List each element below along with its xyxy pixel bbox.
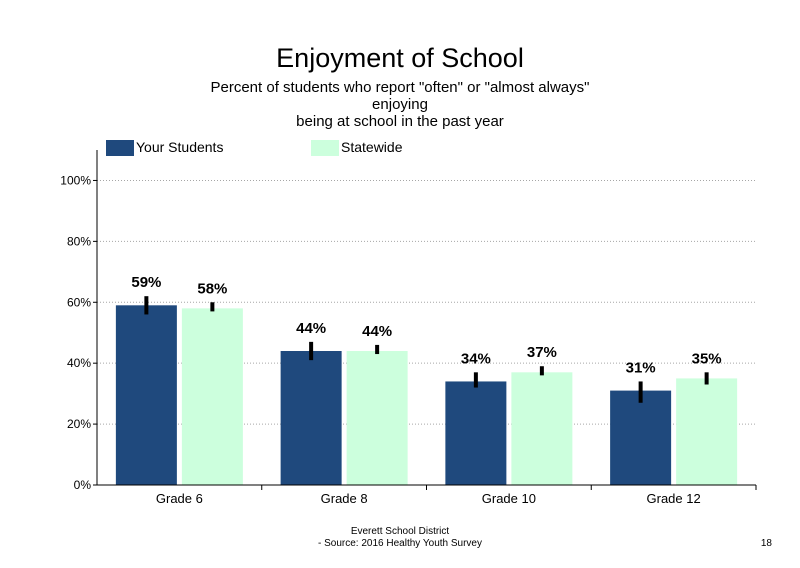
bar bbox=[181, 308, 243, 485]
legend-label-your-students: Your Students bbox=[136, 139, 224, 155]
data-label: 34% bbox=[461, 350, 491, 367]
y-tick-label: 40% bbox=[67, 356, 91, 370]
y-tick-label: 60% bbox=[67, 295, 91, 309]
y-tick-label: 0% bbox=[74, 478, 92, 492]
footer-district: Everett School District bbox=[350, 526, 450, 537]
chart-title: Enjoyment of School bbox=[276, 43, 524, 73]
page-number: 18 bbox=[760, 538, 772, 549]
data-label: 44% bbox=[362, 323, 392, 340]
footer: Everett School District - Source: 2016 H… bbox=[0, 526, 800, 550]
data-label: 59% bbox=[131, 274, 161, 291]
bar bbox=[445, 381, 507, 485]
data-label: 58% bbox=[197, 280, 227, 297]
x-tick-label: Grade 10 bbox=[482, 491, 536, 506]
data-label: 37% bbox=[527, 344, 557, 361]
y-tick-label: 100% bbox=[60, 173, 91, 187]
y-tick-label: 20% bbox=[67, 417, 91, 431]
subtitle-line-2: enjoying bbox=[372, 96, 428, 113]
y-tick-label: 80% bbox=[67, 234, 91, 248]
x-tick-label: Grade 12 bbox=[647, 491, 701, 506]
x-tick-label: Grade 6 bbox=[156, 491, 203, 506]
data-label: 44% bbox=[296, 320, 326, 337]
bar bbox=[676, 378, 738, 485]
legend-swatch-your-students bbox=[106, 140, 134, 156]
legend-swatch-statewide bbox=[311, 140, 339, 156]
bar bbox=[280, 351, 342, 485]
legend-label-statewide: Statewide bbox=[341, 139, 403, 155]
bar bbox=[511, 372, 573, 485]
x-tick-label: Grade 8 bbox=[321, 491, 368, 506]
subtitle-line-3: being at school in the past year bbox=[296, 113, 504, 130]
subtitle-line-1: Percent of students who report "often" o… bbox=[210, 79, 590, 96]
bar bbox=[115, 305, 177, 485]
data-label: 31% bbox=[626, 359, 656, 376]
bar bbox=[346, 351, 408, 485]
footer-source: - Source: 2016 Healthy Youth Survey bbox=[318, 538, 482, 549]
chart-subtitle: Percent of students who report "often" o… bbox=[0, 79, 800, 130]
bar bbox=[610, 390, 672, 485]
data-label: 35% bbox=[692, 350, 722, 367]
